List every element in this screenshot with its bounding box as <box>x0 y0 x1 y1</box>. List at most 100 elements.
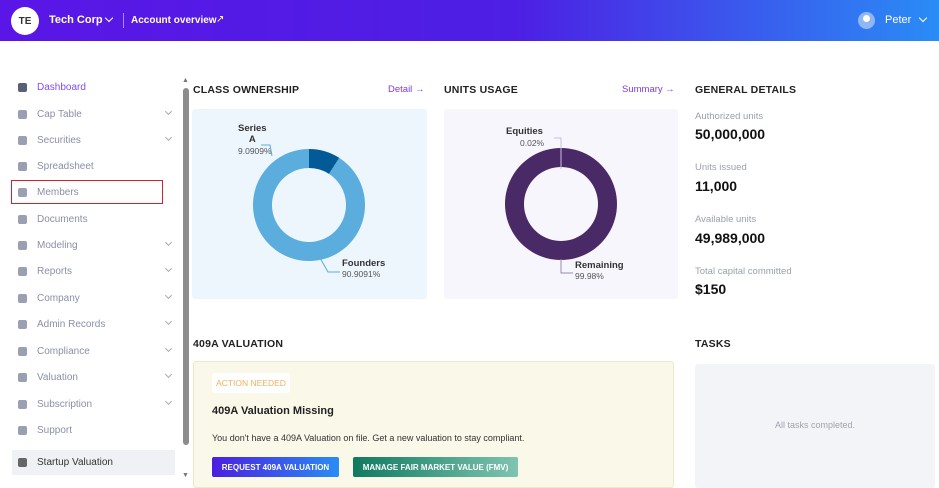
chevron-down-icon[interactable] <box>918 13 928 23</box>
authorized-units-label: Authorized units <box>695 111 764 122</box>
sidebar-item-label: Cap Table <box>37 108 82 120</box>
securities-icon <box>18 135 27 145</box>
valuation-title: 409A VALUATION <box>193 338 284 350</box>
chevron-down-icon[interactable] <box>104 13 114 23</box>
sidebar-item-members[interactable]: Members <box>11 180 163 204</box>
sidebar-item-label: Modeling <box>37 239 78 251</box>
donut-slice-founders[interactable] <box>253 149 365 261</box>
sidebar-item-label: Compliance <box>37 345 90 357</box>
units-usage-title: UNITS USAGE <box>444 84 518 96</box>
sidebar-item-label: Documents <box>37 213 88 225</box>
founders-label: Founders <box>342 258 386 269</box>
leader-line <box>261 144 273 157</box>
user-avatar[interactable] <box>858 12 875 29</box>
sidebar-item-label: Company <box>37 292 80 304</box>
sidebar-item-subscription[interactable]: Subscription <box>12 393 175 415</box>
sidebar-item-cap-table[interactable]: Cap Table <box>12 103 175 125</box>
sidebar-item-documents[interactable]: Documents <box>12 208 175 230</box>
scroll-down-arrow[interactable]: ▼ <box>182 472 189 479</box>
series-a-line1: Series <box>238 123 267 134</box>
company-icon <box>18 293 27 303</box>
divider <box>123 13 124 28</box>
startup-valuation-icon <box>18 458 27 467</box>
sidebar-item-company[interactable]: Company <box>12 287 175 309</box>
scroll-up-arrow[interactable]: ▲ <box>182 77 189 84</box>
general-details-title: GENERAL DETAILS <box>695 84 797 96</box>
documents-icon <box>18 214 27 224</box>
chevron-down-icon[interactable] <box>164 264 173 273</box>
donut-slice-series-a[interactable] <box>309 149 340 174</box>
sidebar-item-admin-records[interactable]: Admin Records <box>12 313 175 335</box>
chevron-down-icon[interactable] <box>164 238 173 247</box>
sidebar-item-compliance[interactable]: Compliance <box>12 340 175 362</box>
remaining-label: Remaining <box>575 260 624 271</box>
detail-link-label: Detail <box>388 84 413 95</box>
chevron-down-icon[interactable] <box>164 317 173 326</box>
dashboard-icon <box>18 82 27 92</box>
equities-label: Equities <box>506 126 543 137</box>
sidebar-item-dashboard[interactable]: Dashboard <box>12 76 175 98</box>
donut-slice-remaining[interactable] <box>504 148 617 260</box>
external-link-icon[interactable]: ↗ <box>216 14 225 25</box>
arrow-right-icon: → <box>414 84 425 95</box>
equities-value: 0.02% <box>520 138 545 148</box>
chevron-down-icon[interactable] <box>164 291 173 300</box>
sidebar-item-label: Admin Records <box>37 318 106 330</box>
arrow-right-icon: → <box>665 84 675 95</box>
available-units-label: Available units <box>695 214 757 225</box>
sidebar-item-label: Support <box>37 424 73 436</box>
sidebar-item-modeling[interactable]: Modeling <box>12 234 175 256</box>
sidebar-item-label: Valuation <box>37 371 78 383</box>
members-icon <box>18 187 27 197</box>
units-issued-label: Units issued <box>695 162 747 173</box>
units-usage-panel: Equities 0.02% Remaining 99.98% <box>444 109 678 299</box>
support-icon <box>18 425 27 435</box>
sidebar-item-label: Startup Valuation <box>37 457 113 468</box>
leader-line <box>554 137 562 169</box>
top-bar: TE Tech Corp Account overview ↗ Peter <box>0 0 939 41</box>
chevron-down-icon[interactable] <box>164 370 173 379</box>
sidebar-scrollbar[interactable] <box>183 88 189 445</box>
sidebar-item-label: Securities <box>37 134 81 146</box>
detail-link[interactable]: Detail → <box>388 84 424 95</box>
sidebar-item-spreadsheet[interactable]: Spreadsheet <box>12 155 175 177</box>
tasks-title: TASKS <box>695 338 731 350</box>
series-a-line2: A <box>248 134 256 145</box>
sidebar-item-label: Spreadsheet <box>37 160 94 172</box>
company-logo[interactable]: TE <box>11 7 39 35</box>
chevron-down-icon[interactable] <box>164 397 173 406</box>
sidebar-item-startup-valuation[interactable]: Startup Valuation <box>12 450 175 475</box>
summary-link[interactable]: Summary → <box>622 84 675 95</box>
company-switcher[interactable]: Tech Corp <box>49 14 103 26</box>
user-menu[interactable]: Peter <box>885 14 912 26</box>
leader-line <box>319 257 340 273</box>
manage-fmv-button[interactable]: MANAGE FAIR MARKET VALUE (FMV) <box>353 457 518 477</box>
account-overview-link[interactable]: Account overview <box>131 15 217 26</box>
series-a-value: 9.0909% <box>238 146 272 156</box>
valuation-card-title: 409A Valuation Missing <box>212 405 334 417</box>
sidebar-item-securities[interactable]: Securities <box>12 129 175 151</box>
chevron-down-icon[interactable] <box>164 107 173 116</box>
request-409a-button[interactable]: REQUEST 409A VALUATION <box>212 457 339 477</box>
valuation-icon <box>18 372 27 382</box>
chevron-down-icon[interactable] <box>164 344 173 353</box>
reports-icon <box>18 266 27 276</box>
spreadsheet-icon <box>18 161 27 171</box>
sidebar-item-label: Members <box>37 186 79 198</box>
series-a-label: Series A <box>238 123 267 145</box>
valuation-description: You don't have a 409A Valuation on file.… <box>212 433 525 443</box>
tasks-empty-message: All tasks completed. <box>774 420 856 430</box>
total-capital-label: Total capital committed <box>695 266 792 277</box>
chevron-down-icon[interactable] <box>164 133 173 142</box>
available-units-value: 49,989,000 <box>695 230 766 246</box>
units-issued-value: 11,000 <box>695 178 738 194</box>
sidebar-item-label: Subscription <box>37 398 93 410</box>
sidebar-item-valuation[interactable]: Valuation <box>12 366 175 388</box>
tasks-panel: All tasks completed. <box>695 364 935 488</box>
modeling-icon <box>18 240 27 250</box>
compliance-icon <box>18 346 27 356</box>
sidebar-item-reports[interactable]: Reports <box>12 260 175 282</box>
units-usage-donut <box>504 137 617 274</box>
cap-table-icon <box>18 109 27 119</box>
sidebar-item-support[interactable]: Support <box>12 419 175 441</box>
